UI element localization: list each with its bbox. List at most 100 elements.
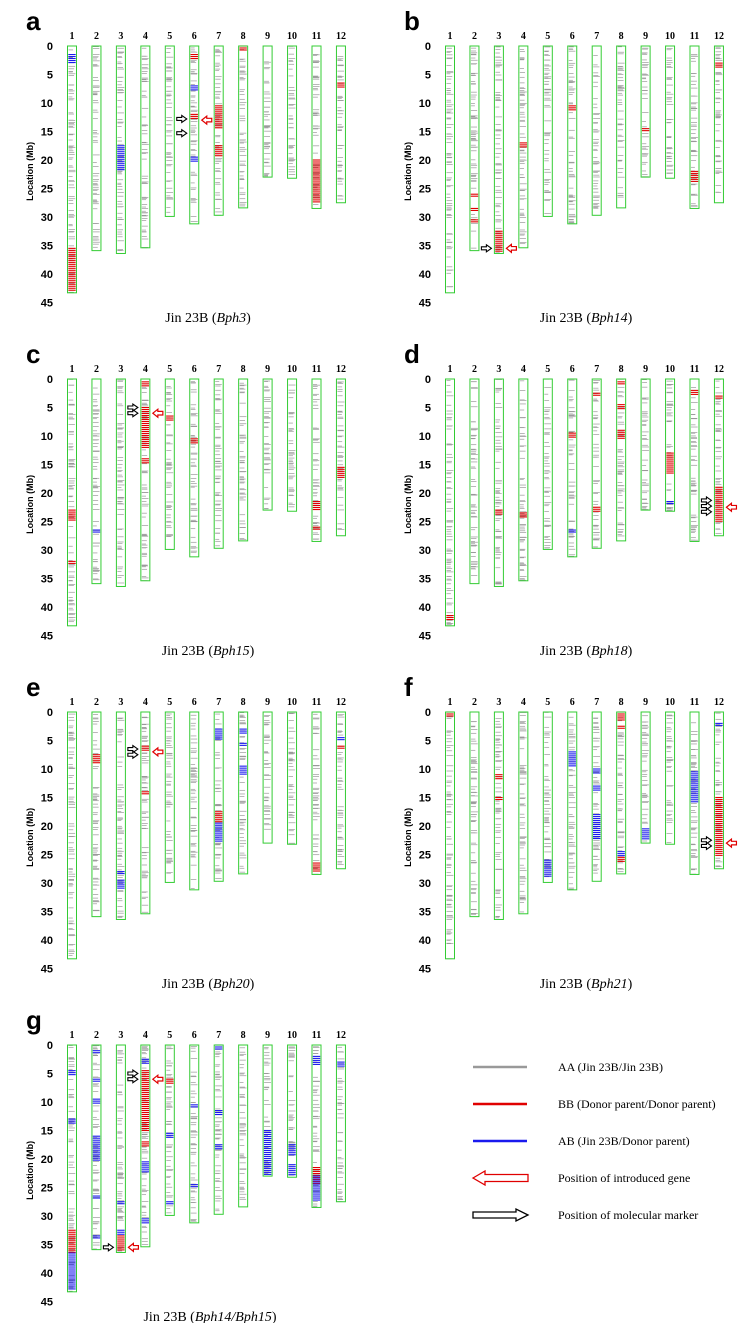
chromosome-1: 1 bbox=[67, 697, 77, 960]
chromosome-number: 1 bbox=[70, 364, 75, 375]
y-tick-label: 5 bbox=[425, 70, 431, 82]
chromosome-7: 7 bbox=[213, 697, 224, 882]
chromosome-1: 1 bbox=[67, 31, 77, 294]
marker-position-arrow bbox=[480, 243, 493, 253]
y-axis-label: Location (Mb) bbox=[403, 475, 413, 534]
y-tick-label: 45 bbox=[41, 298, 53, 310]
chromosome-outline bbox=[689, 378, 700, 542]
marker-position-arrow bbox=[127, 408, 139, 418]
chromosome-number: 6 bbox=[192, 697, 197, 708]
chromosome-outline bbox=[542, 711, 553, 883]
chromosome-outline bbox=[591, 378, 602, 549]
caption-gene: Bph3 bbox=[217, 311, 247, 326]
chromosome-10: 10 bbox=[287, 364, 298, 512]
panel-letter: a bbox=[26, 6, 41, 36]
chromosome-number: 9 bbox=[265, 364, 270, 375]
chromosome-2: 2 bbox=[91, 1030, 102, 1251]
chromosome-number: 8 bbox=[619, 364, 624, 375]
y-tick-label: 20 bbox=[41, 488, 53, 500]
chromosome-number: 1 bbox=[70, 31, 75, 42]
chromosome-number: 5 bbox=[167, 697, 172, 708]
chromosome-outline bbox=[213, 378, 224, 549]
y-tick-label: 35 bbox=[41, 574, 53, 586]
chromosome-6: 6 bbox=[189, 697, 200, 891]
chromosome-outline bbox=[335, 378, 346, 537]
chromosome-number: 9 bbox=[265, 697, 270, 708]
chromosome-number: 11 bbox=[690, 31, 699, 42]
chromosome-outline bbox=[262, 45, 273, 178]
panel-letter: f bbox=[404, 672, 413, 702]
chromosome-outline bbox=[518, 711, 529, 915]
y-tick-label: 25 bbox=[419, 184, 431, 196]
chromosome-outline bbox=[591, 711, 602, 882]
chromosome-outline bbox=[213, 45, 224, 216]
y-tick-label: 45 bbox=[41, 964, 53, 976]
chromosome-10: 10 bbox=[665, 364, 676, 512]
y-tick-label: 45 bbox=[419, 298, 431, 310]
chromosome-outline bbox=[238, 711, 249, 875]
chromosome-number: 6 bbox=[570, 31, 575, 42]
chromosome-number: 8 bbox=[241, 364, 246, 375]
panel-letter: d bbox=[404, 339, 420, 369]
chromosome-8: 8 bbox=[616, 364, 627, 542]
y-tick-label: 0 bbox=[47, 1040, 53, 1052]
chromosome-number: 2 bbox=[94, 1030, 99, 1041]
y-tick-label: 40 bbox=[41, 269, 53, 281]
y-tick-label: 10 bbox=[41, 431, 53, 443]
caption-prefix: Jin 23B ( bbox=[162, 644, 214, 659]
marker-position-arrow bbox=[176, 128, 188, 138]
chromosome-number: 11 bbox=[690, 697, 699, 708]
y-tick-label: 35 bbox=[419, 907, 431, 919]
y-tick-label: 40 bbox=[41, 1268, 53, 1280]
chromosome-number: 2 bbox=[472, 364, 477, 375]
chromosome-5: 5 bbox=[164, 31, 175, 217]
chromosome-outline bbox=[164, 45, 175, 217]
chromosome-outline bbox=[335, 45, 346, 204]
chromosome-outline bbox=[616, 378, 627, 542]
chromosome-outline bbox=[616, 45, 627, 209]
chromosome-outline bbox=[287, 378, 298, 512]
chromosome-10: 10 bbox=[287, 697, 298, 845]
chromosome-10: 10 bbox=[665, 697, 676, 845]
chromosome-9: 9 bbox=[640, 697, 651, 844]
caption-suffix: ) bbox=[628, 644, 633, 659]
caption-prefix: Jin 23B ( bbox=[162, 977, 214, 992]
y-tick-label: 10 bbox=[41, 1097, 53, 1109]
chromosome-outline bbox=[591, 45, 602, 216]
y-tick-label: 45 bbox=[419, 631, 431, 643]
y-tick-label: 15 bbox=[41, 460, 53, 472]
y-tick-label: 30 bbox=[419, 878, 431, 890]
chromosome-outline bbox=[91, 711, 102, 918]
chromosome-outline bbox=[189, 378, 200, 558]
panel-letter: b bbox=[404, 6, 420, 36]
chromosome-outline bbox=[665, 45, 676, 179]
chromosome-number: 7 bbox=[594, 31, 599, 42]
chromosome-outline bbox=[640, 378, 651, 511]
y-tick-label: 20 bbox=[41, 1154, 53, 1166]
chromosome-number: 10 bbox=[665, 364, 675, 375]
y-tick-label: 30 bbox=[419, 545, 431, 557]
y-tick-label: 5 bbox=[425, 736, 431, 748]
chromosome-outline bbox=[213, 711, 224, 882]
y-axis-label: Location (Mb) bbox=[25, 475, 35, 534]
chromosome-4: 4 bbox=[518, 364, 529, 582]
chromosome-number: 5 bbox=[545, 31, 550, 42]
gene-position-arrow bbox=[505, 243, 517, 254]
chromosome-number: 10 bbox=[665, 31, 675, 42]
chromosome-outline bbox=[445, 378, 455, 627]
chromosome-outline bbox=[238, 45, 249, 209]
chromosome-number: 9 bbox=[643, 364, 648, 375]
chromosome-12: 12 bbox=[335, 364, 346, 537]
marker-position-arrow bbox=[700, 841, 713, 851]
chromosome-outline bbox=[518, 45, 529, 249]
chromosome-6: 6 bbox=[189, 364, 200, 558]
chromosome-number: 1 bbox=[448, 697, 453, 708]
caption-prefix: Jin 23B ( bbox=[540, 311, 592, 326]
caption-gene: Bph20 bbox=[213, 977, 250, 992]
chromosome-7: 7 bbox=[213, 31, 224, 216]
chromosome-7: 7 bbox=[213, 364, 224, 549]
chromosome-outline bbox=[567, 378, 578, 558]
chromosome-3: 3 bbox=[115, 364, 126, 587]
